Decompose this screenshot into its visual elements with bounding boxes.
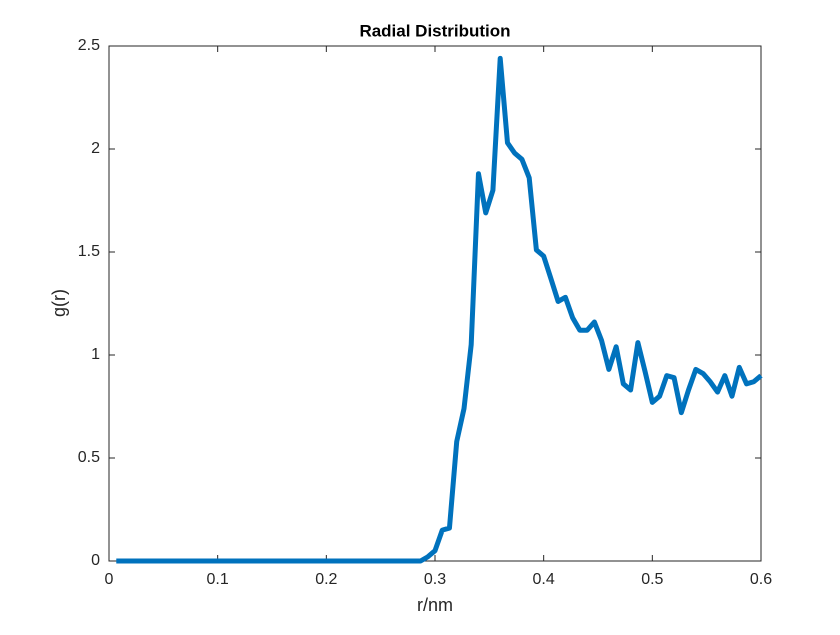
chart-title: Radial Distribution [359,21,510,40]
x-tick-label: 0.1 [207,571,229,588]
y-tick-label: 0.5 [78,449,100,466]
x-tick-label: 0.2 [315,571,337,588]
y-tick-label: 2.5 [78,37,100,54]
y-tick-label: 1 [91,346,100,363]
x-tick-label: 0.5 [641,571,663,588]
x-tick-label: 0.4 [533,571,555,588]
x-tick-label: 0 [105,571,114,588]
x-axis-label: r/nm [417,595,453,615]
x-tick-label: 0.6 [750,571,772,588]
y-tick-label: 2 [91,140,100,157]
data-line [116,55,763,564]
y-axis-label: g(r) [49,289,69,317]
axes-box [108,45,762,562]
y-tick-label: 0 [91,552,100,569]
y-tick-label: 1.5 [78,243,100,260]
x-tick-label: 0.3 [424,571,446,588]
